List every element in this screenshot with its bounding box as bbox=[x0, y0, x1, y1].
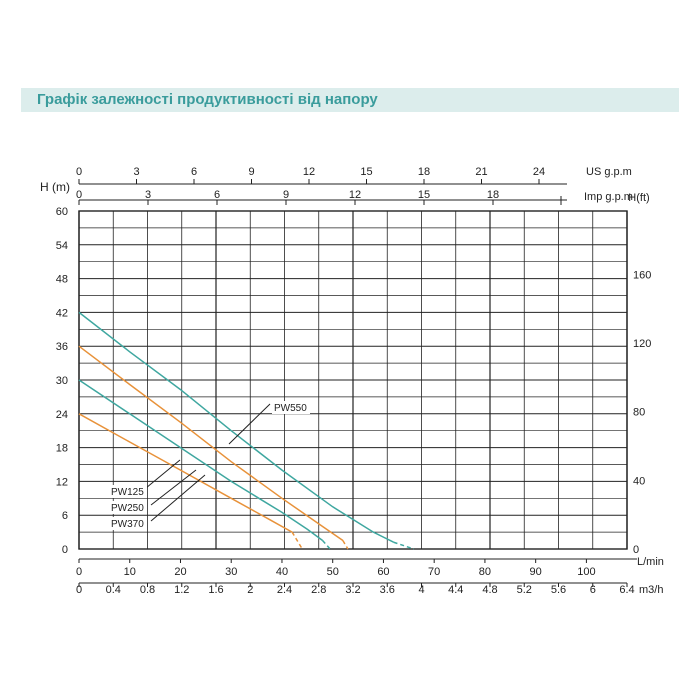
x-tick-label-us: 12 bbox=[303, 166, 315, 178]
x-tick-label-lmin: 40 bbox=[276, 566, 288, 578]
series-tail-pw550 bbox=[393, 541, 415, 550]
x-tick-label-us: 24 bbox=[533, 166, 545, 178]
x-tick-label-m3h: 6 bbox=[590, 584, 596, 596]
y-tick-label-m: 48 bbox=[56, 274, 68, 286]
x-tick-label-lmin: 100 bbox=[577, 566, 595, 578]
x-tick-label-lmin: 20 bbox=[174, 566, 186, 578]
x-tick-label-m3h: 0 bbox=[76, 584, 82, 596]
x-tick-label-m3h: 1.6 bbox=[208, 584, 223, 596]
x-tick-label-lmin: 70 bbox=[428, 566, 440, 578]
x-tick-label-m3h: 5.6 bbox=[551, 584, 566, 596]
annotation-label-pw125: PW125 bbox=[111, 487, 144, 498]
x-tick-label-m3h: 3.6 bbox=[380, 584, 395, 596]
x-tick-label-m3h: 0.4 bbox=[106, 584, 121, 596]
x-tick-label-lmin: 80 bbox=[479, 566, 491, 578]
annotation-bg bbox=[109, 517, 147, 530]
x-axis-label-us: US g.p.m bbox=[586, 166, 632, 178]
annotation-leader bbox=[150, 474, 206, 522]
y-tick-label-m: 24 bbox=[56, 409, 68, 421]
x-tick-label-imp: 15 bbox=[418, 189, 430, 201]
annotation-leader bbox=[228, 403, 271, 445]
x-tick-label-m3h: 3.2 bbox=[345, 584, 360, 596]
series bbox=[78, 311, 415, 550]
annotation-bg bbox=[109, 485, 147, 498]
y-tick-label-m: 42 bbox=[56, 307, 68, 319]
x-tick-label-imp: 18 bbox=[487, 189, 499, 201]
y-tick-label-m: 18 bbox=[56, 443, 68, 455]
x-tick-label-us: 0 bbox=[76, 166, 82, 178]
x-tick-label-us: 6 bbox=[191, 166, 197, 178]
x-tick-label-m3h: 2 bbox=[247, 584, 253, 596]
x-tick-label-imp: 6 bbox=[214, 189, 220, 201]
series-tail-pw125 bbox=[291, 531, 303, 550]
y-tick-label-m: 30 bbox=[56, 375, 68, 387]
annotation-label-pw370: PW370 bbox=[111, 519, 144, 530]
x-tick-label-m3h: 4.8 bbox=[482, 584, 497, 596]
x-tick-label-lmin: 30 bbox=[225, 566, 237, 578]
x-tick-label-m3h: 1.2 bbox=[174, 584, 189, 596]
x-tick-label-us: 9 bbox=[248, 166, 254, 178]
x-tick-label-us: 18 bbox=[418, 166, 430, 178]
series-line-pw250 bbox=[78, 379, 324, 542]
y-tick-label-ft: 80 bbox=[633, 407, 645, 419]
x-tick-label-imp: 0 bbox=[76, 189, 82, 201]
x-axis-label-m3h: m3/h bbox=[639, 584, 663, 596]
x-tick-label-us: 3 bbox=[133, 166, 139, 178]
y-axis-label-m: H (m) bbox=[40, 180, 70, 194]
annotation-bg bbox=[109, 501, 147, 514]
x-tick-label-m3h: 2.8 bbox=[311, 584, 326, 596]
x-tick-label-m3h: 4 bbox=[418, 584, 424, 596]
x-axis-label-imp: Imp g.p.m bbox=[584, 191, 633, 203]
y-tick-label-ft: 40 bbox=[633, 475, 645, 487]
series-tail-pw250 bbox=[321, 540, 331, 550]
y-tick-label-m: 60 bbox=[56, 206, 68, 218]
y-tick-label-m: 6 bbox=[62, 510, 68, 522]
y-tick-label-ft: 160 bbox=[633, 269, 651, 281]
y-axis-label-ft: H(ft) bbox=[628, 192, 649, 204]
series-line-pw125 bbox=[78, 413, 293, 533]
x-tick-label-m3h: 0.8 bbox=[140, 584, 155, 596]
y-tick-label-m: 54 bbox=[56, 240, 68, 252]
x-tick-label-imp: 12 bbox=[349, 189, 361, 201]
chart-title-banner: Графік залежності продуктивності від нап… bbox=[21, 88, 679, 112]
x-tick-label-lmin: 10 bbox=[124, 566, 136, 578]
x-tick-label-lmin: 60 bbox=[377, 566, 389, 578]
x-tick-label-m3h: 5.2 bbox=[517, 584, 532, 596]
chart-title: Графік залежності продуктивності від нап… bbox=[37, 91, 378, 108]
annotation-bg bbox=[272, 401, 310, 414]
y-tick-label-ft: 0 bbox=[633, 544, 639, 556]
annotation-label-pw550: PW550 bbox=[274, 403, 307, 414]
annotation-label-pw250: PW250 bbox=[111, 503, 144, 514]
x-tick-label-imp: 9 bbox=[283, 189, 289, 201]
x-tick-label-lmin: 0 bbox=[76, 566, 82, 578]
x-tick-label-imp: 3 bbox=[145, 189, 151, 201]
annotation-leader bbox=[150, 469, 197, 506]
series-tail-pw370 bbox=[342, 540, 349, 550]
y-tick-label-m: 12 bbox=[56, 476, 68, 488]
x-tick-label-lmin: 90 bbox=[530, 566, 542, 578]
y-tick-label-ft: 120 bbox=[633, 338, 651, 350]
labels: PW550 PW125 PW250 PW370 bbox=[109, 401, 310, 530]
x-tick-label-us: 15 bbox=[360, 166, 372, 178]
x-axis-label-lmin: L/min bbox=[637, 556, 664, 568]
annotation-leader bbox=[145, 459, 181, 489]
x-tick-label-lmin: 50 bbox=[327, 566, 339, 578]
series-line-pw550 bbox=[78, 311, 394, 543]
x-tick-label-m3h: 6.4 bbox=[619, 584, 634, 596]
y-tick-label-m: 36 bbox=[56, 341, 68, 353]
x-tick-label-us: 21 bbox=[475, 166, 487, 178]
x-tick-label-m3h: 2.4 bbox=[277, 584, 292, 596]
series-line-pw370 bbox=[78, 345, 344, 542]
x-tick-label-m3h: 4.4 bbox=[448, 584, 463, 596]
grid bbox=[78, 210, 628, 550]
y-tick-label-m: 0 bbox=[62, 544, 68, 556]
